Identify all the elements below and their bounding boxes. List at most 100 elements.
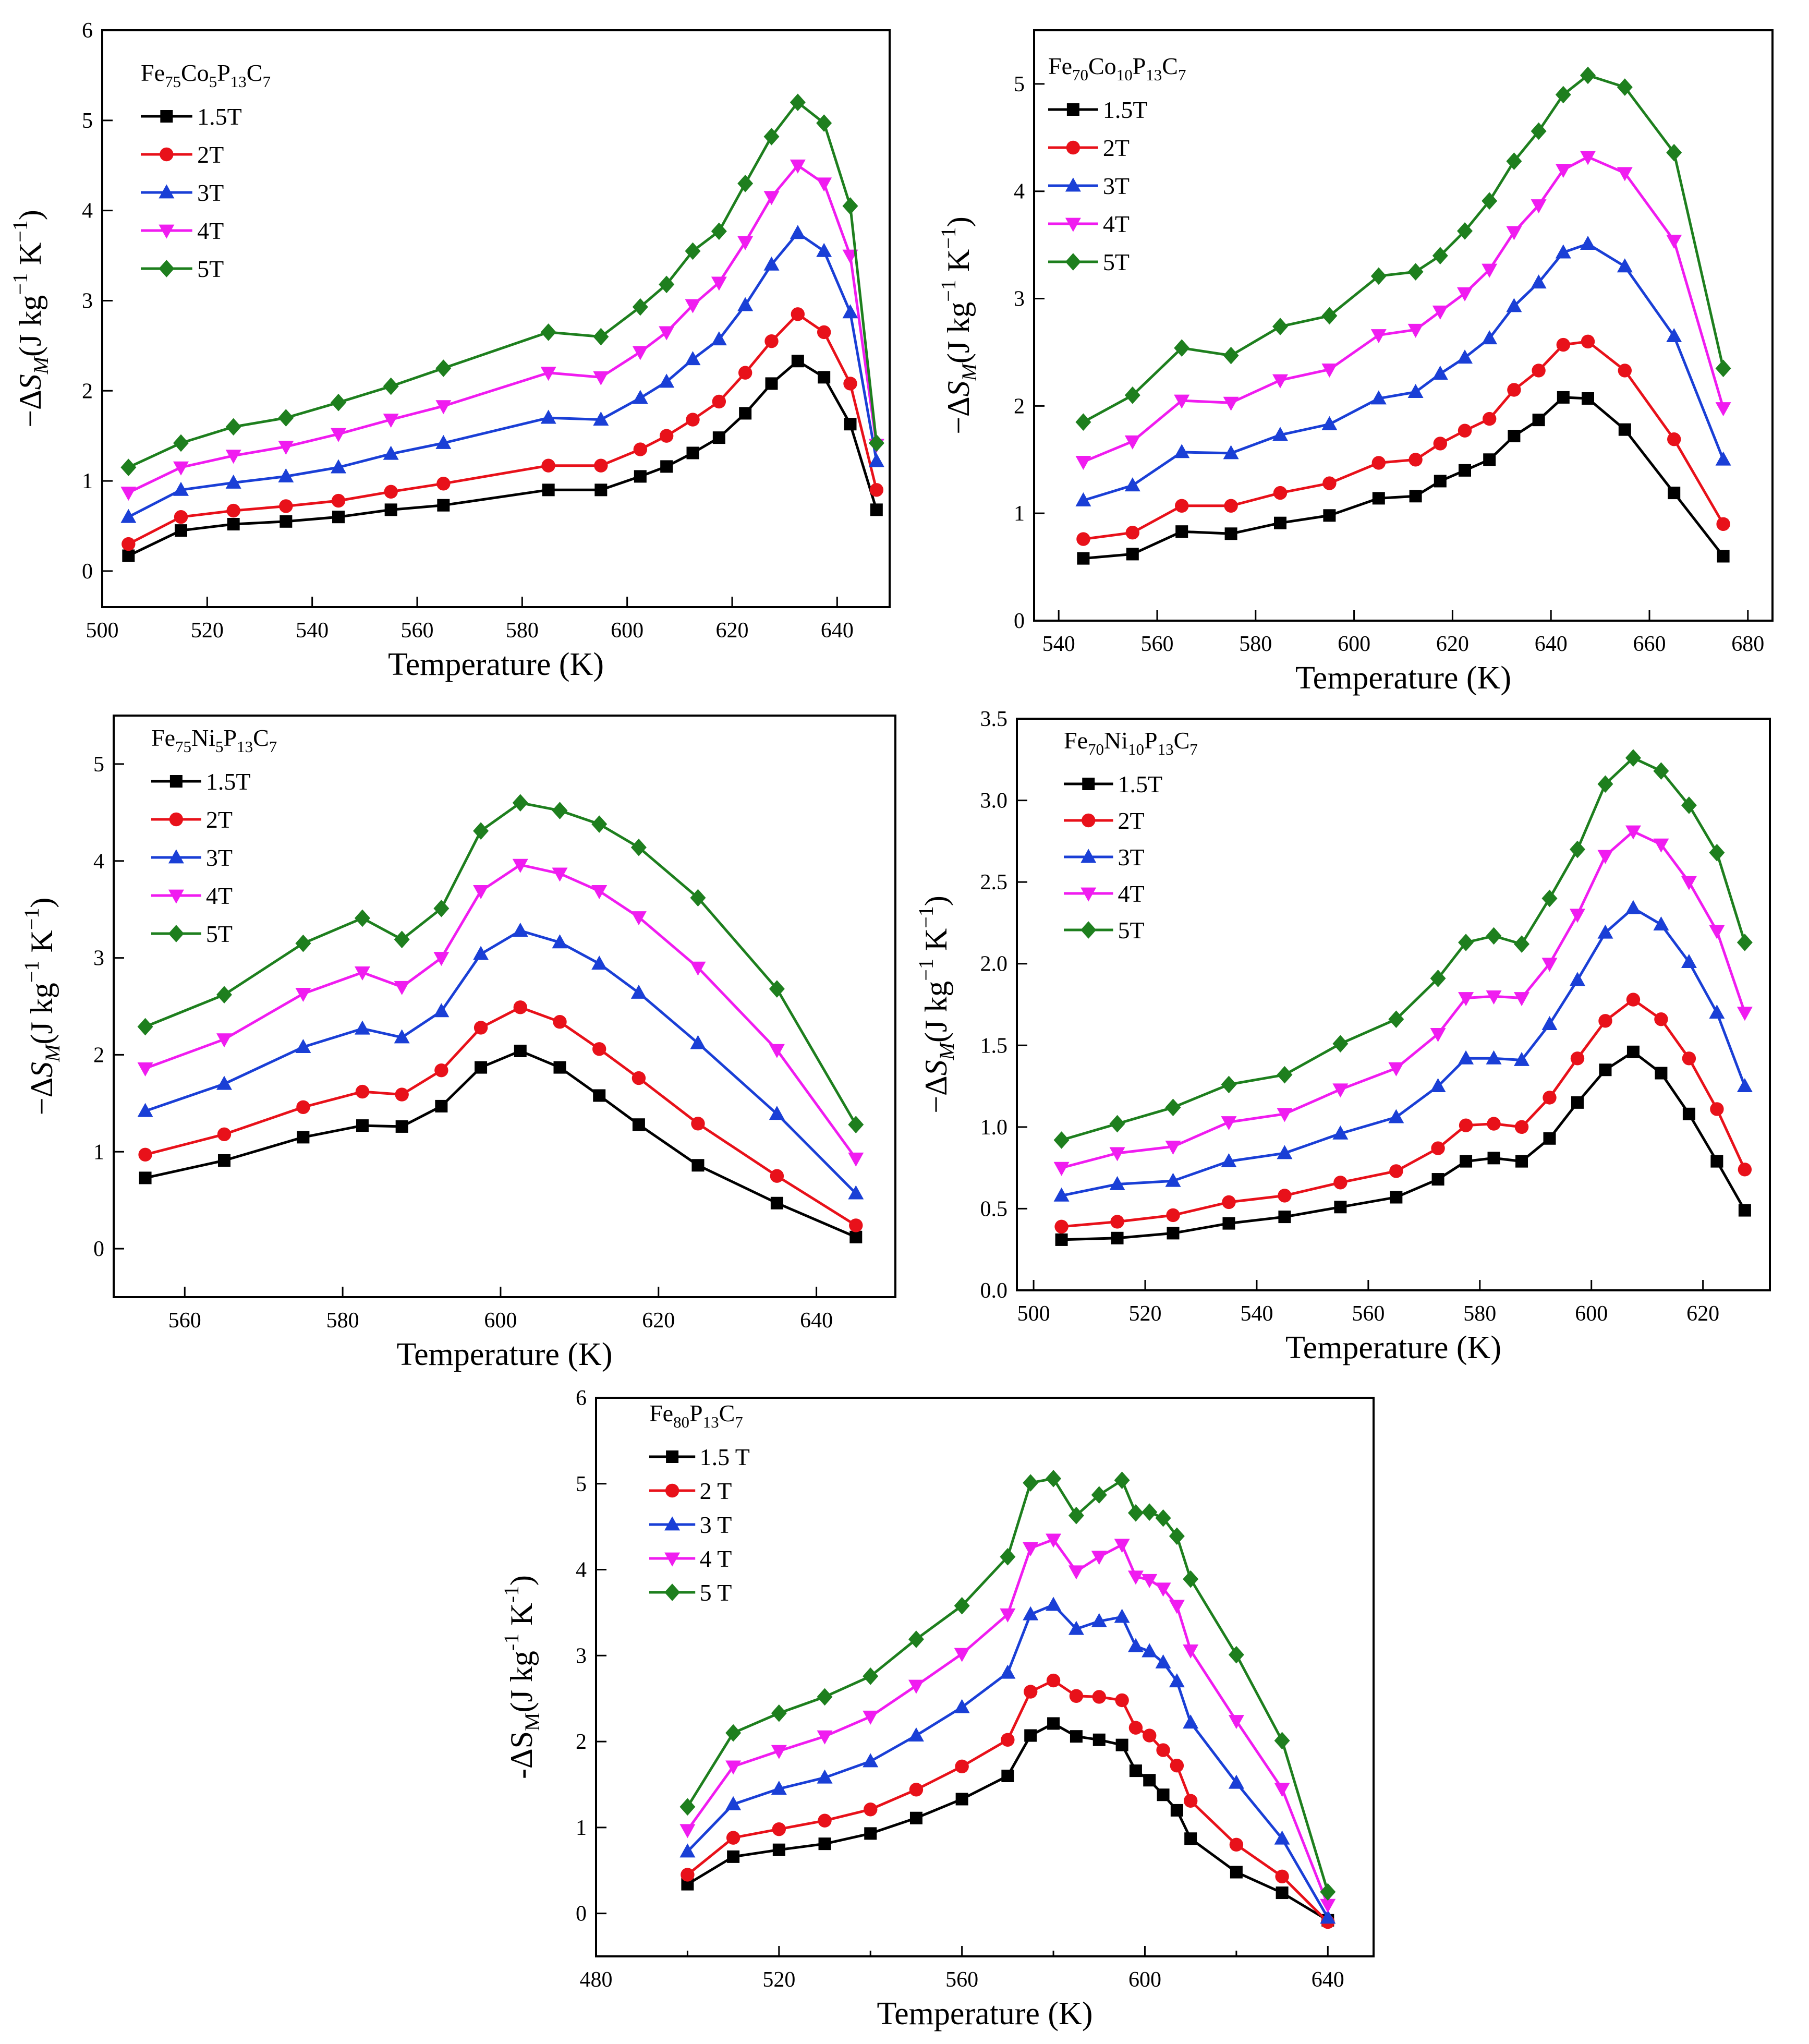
data-point	[1157, 1788, 1170, 1801]
data-point	[632, 346, 648, 360]
y-axis-label-part: −1	[914, 906, 938, 928]
data-point	[1506, 226, 1522, 240]
data-point	[1666, 235, 1682, 249]
data-point	[593, 328, 609, 346]
y-axis-label-part: S	[919, 1060, 953, 1075]
data-point	[1332, 1083, 1349, 1098]
data-point	[1514, 1051, 1530, 1066]
legend-title-part: 75	[165, 72, 181, 91]
data-point	[1715, 359, 1731, 378]
data-point	[1069, 1689, 1084, 1703]
data-point	[1556, 337, 1570, 352]
y-axis-label-part: (J kg	[941, 302, 976, 364]
data-point	[1091, 1551, 1107, 1565]
legend-label-4T: 4T	[197, 217, 224, 244]
data-point	[1434, 475, 1447, 488]
y-tick-label: 5	[1014, 72, 1025, 96]
data-point	[739, 407, 752, 420]
data-point	[1666, 328, 1682, 342]
data-point	[1127, 1504, 1144, 1522]
data-point	[1459, 464, 1471, 477]
y-axis-label-part: )	[25, 898, 59, 908]
data-point	[383, 414, 399, 428]
series-1.5T	[122, 355, 883, 562]
series-line-5T	[128, 101, 878, 469]
y-tick-label: 1	[82, 469, 93, 493]
series-line-1.5T	[687, 1722, 1329, 1921]
data-point	[1092, 1733, 1106, 1746]
y-tick-label: 5	[93, 753, 104, 777]
y-tick-label: 0.5	[980, 1197, 1008, 1221]
data-point	[278, 440, 294, 455]
data-point	[737, 297, 754, 311]
y-axis-label-part: −1	[937, 227, 960, 249]
legend-title-part: Co	[181, 59, 209, 86]
data-point	[1129, 1764, 1142, 1777]
data-point	[1183, 1570, 1199, 1588]
data-point	[817, 325, 831, 340]
data-point	[1570, 1051, 1585, 1066]
data-point	[908, 1727, 924, 1741]
x-tick-label: 600	[611, 619, 644, 643]
legend-label-1.5T: 1.5 T	[700, 1444, 750, 1470]
legend-marker-1.5T	[160, 110, 173, 123]
y-axis-label-part: −1	[8, 273, 32, 295]
data-point	[1681, 876, 1697, 890]
data-point	[1115, 1738, 1128, 1751]
data-point	[817, 1769, 833, 1784]
legend-marker-3T	[1065, 177, 1081, 192]
data-point	[1597, 924, 1613, 939]
y-axis-label-part: M	[29, 355, 53, 374]
x-tick-label: 560	[168, 1309, 201, 1333]
data-point	[659, 373, 675, 388]
data-point	[1053, 1131, 1070, 1149]
data-point	[474, 1021, 488, 1035]
data-point	[1668, 487, 1681, 500]
series-line-1.5T	[145, 1049, 857, 1239]
y-axis-label-part: M	[935, 1041, 958, 1060]
y-axis-label-part: )	[941, 216, 976, 227]
data-point	[1532, 364, 1546, 378]
data-point	[1175, 499, 1189, 513]
y-axis-label-part: -1	[500, 1586, 523, 1603]
data-point	[394, 930, 410, 949]
y-axis-label: −ΔSM(J kg−1 K−1)	[20, 898, 64, 1116]
legend-marker-5T	[159, 260, 175, 277]
data-point	[955, 1759, 969, 1774]
data-point	[790, 225, 806, 239]
data-point	[1433, 437, 1447, 451]
data-point	[435, 434, 452, 449]
data-point	[1543, 1132, 1556, 1145]
y-tick-label: 6	[576, 1386, 587, 1410]
data-point	[659, 275, 675, 294]
data-point	[955, 1793, 968, 1806]
data-point	[1738, 1204, 1751, 1217]
data-point	[225, 418, 241, 436]
x-axis-label: Temperature (K)	[388, 647, 604, 682]
y-tick-label: 3.0	[980, 789, 1008, 813]
y-axis-label-part: K	[941, 249, 976, 280]
data-point	[1487, 1152, 1500, 1165]
legend-title-part: 7	[269, 737, 277, 756]
data-point	[1430, 1078, 1446, 1092]
x-axis-label: Temperature (K)	[397, 1337, 613, 1372]
y-tick-label: 3	[82, 289, 93, 313]
data-point	[1125, 526, 1139, 540]
data-point	[726, 1831, 740, 1845]
legend-title-part: 80	[673, 1413, 689, 1431]
data-point	[1000, 1548, 1016, 1566]
data-point	[1046, 1597, 1062, 1611]
data-point	[1483, 453, 1496, 466]
data-point	[1221, 1116, 1237, 1131]
data-point	[763, 191, 780, 205]
data-point	[355, 1084, 370, 1099]
legend-title-part: Fe	[1048, 53, 1072, 79]
data-point	[1370, 267, 1387, 285]
y-tick-label: 2	[93, 1043, 104, 1067]
data-point	[137, 1103, 153, 1117]
data-point	[1276, 1886, 1289, 1900]
chart-fe75co5: 500 520 540 560 580 600 620 640 0 1 2 3 4 5 6 Temperatu…	[8, 19, 891, 682]
legend-title: Fe70Co10P13C7	[1048, 53, 1186, 84]
legend-title-part: C	[1174, 727, 1190, 754]
legend-title-part: 7	[1178, 66, 1186, 84]
